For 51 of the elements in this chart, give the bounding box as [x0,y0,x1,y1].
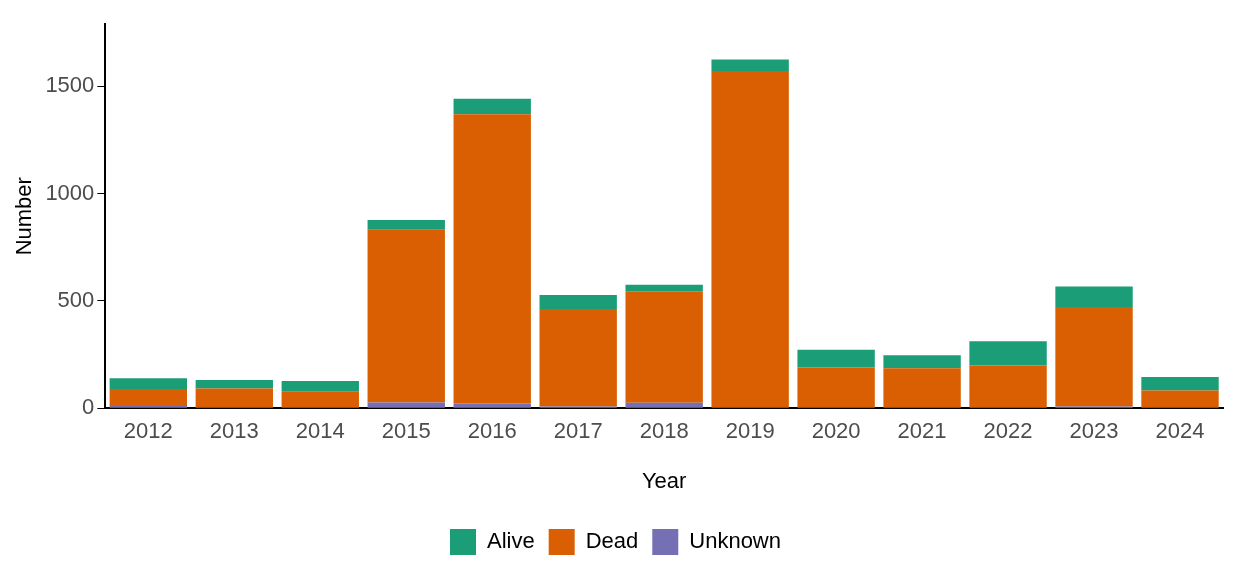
y-tick-label: 1500 [45,72,95,98]
bar [883,368,961,408]
x-tick-label: 2019 [725,418,775,444]
bar [1055,306,1133,407]
x-tick-label: 2012 [123,418,173,444]
x-tick-label: 2023 [1069,418,1119,444]
x-tick-label: 2024 [1155,418,1205,444]
bar [539,308,617,407]
x-tick-label: 2015 [381,418,431,444]
x-tick-label: 2017 [553,418,603,444]
legend-label: Unknown [689,528,781,554]
bar [539,294,617,309]
bar [109,378,188,389]
bar [883,355,961,369]
x-tick-label: 2018 [639,418,689,444]
bar [281,391,359,408]
x-tick-label: 2016 [467,418,517,444]
legend-label: Dead [585,528,639,554]
bar [453,98,531,115]
bar [625,402,703,408]
bar [453,114,531,404]
bar [195,388,273,408]
bar [969,365,1047,408]
x-tick-label: 2013 [209,418,259,444]
bar [711,70,789,408]
bar [625,284,703,292]
x-tick-label: 2020 [811,418,861,444]
bar [1141,376,1219,391]
bar [453,403,531,408]
bar [711,59,789,71]
x-tick-label: 2014 [295,418,345,444]
bar [1141,390,1219,408]
bar [969,341,1047,366]
bar [367,402,445,408]
bar [367,220,445,230]
y-axis-title: Number [11,177,37,256]
x-tick-label: 2021 [897,418,947,444]
bar [281,380,359,392]
bar [367,229,445,403]
x-tick-label: 2022 [983,418,1033,444]
bar [625,291,703,403]
y-tick-label: 500 [57,287,95,312]
legend-label: Alive [487,528,535,554]
bar [1055,286,1133,307]
bar [797,367,875,408]
y-tick-label: 0 [82,394,95,420]
bar [109,388,188,407]
bar [797,349,875,368]
bar [195,379,273,389]
y-tick-label: 1000 [45,179,95,205]
x-axis-title: Year [641,467,687,493]
